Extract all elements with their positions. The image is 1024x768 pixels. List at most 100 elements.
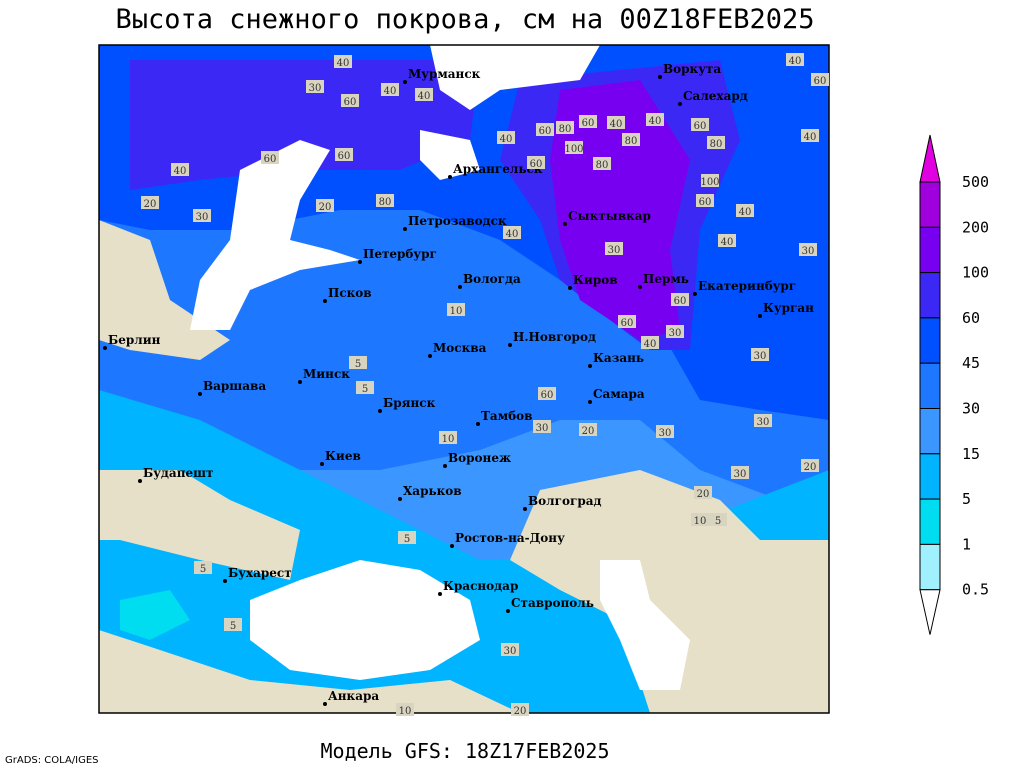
contour-label-bg xyxy=(671,293,689,306)
contour-label: 60 xyxy=(674,296,687,307)
model-footer: Модель GFS: 18Z17FEB2025 xyxy=(321,739,610,763)
colorbar-label: 500 xyxy=(962,173,989,191)
city-dot xyxy=(588,364,592,368)
city-dot xyxy=(403,227,407,231)
contour-label-bg xyxy=(811,73,829,86)
contour-label-bg xyxy=(556,121,574,134)
contour-label-bg xyxy=(801,459,819,472)
snow-zone xyxy=(550,80,690,340)
contour-label-bg xyxy=(349,356,367,369)
contour-label-bg xyxy=(605,242,623,255)
colorbar-label: 1 xyxy=(962,535,971,553)
contour-label-bg xyxy=(396,703,414,716)
contour-label-bg xyxy=(415,88,433,101)
city-dot xyxy=(223,579,227,583)
map xyxy=(99,45,829,713)
contour-label: 5 xyxy=(355,359,361,370)
contour-label: 20 xyxy=(319,202,332,213)
city-label: Берлин xyxy=(108,333,161,347)
contour-label-bg xyxy=(261,151,279,164)
colorbar: 500 200 100 60 45 30 15 5 1 0.5 xyxy=(919,134,989,635)
colorbar-label: 60 xyxy=(962,309,980,327)
city-label: Петербург xyxy=(363,247,437,261)
contour-label-bg xyxy=(622,133,640,146)
colorbar-label: 100 xyxy=(962,264,989,282)
contour-label: 60 xyxy=(582,118,595,129)
contour-label: 60 xyxy=(621,318,634,329)
city-dot xyxy=(758,314,762,318)
contour-label-bg xyxy=(341,94,359,107)
colorbar-cap xyxy=(919,589,941,635)
colorbar-segment xyxy=(919,498,941,545)
city-label: Пермь xyxy=(643,272,689,286)
city-dot xyxy=(438,592,442,596)
contour-label: 80 xyxy=(379,197,392,208)
contour-label: 5 xyxy=(404,534,410,545)
contour-label: 30 xyxy=(196,212,209,223)
city-label: Петрозаводск xyxy=(408,214,507,228)
city-label: Воронеж xyxy=(448,451,511,465)
contour-label: 60 xyxy=(694,121,707,132)
city-dot xyxy=(450,544,454,548)
contour-label-bg xyxy=(718,234,736,247)
contour-label-bg xyxy=(646,113,664,126)
contour-label-bg xyxy=(565,141,583,154)
city-dot xyxy=(403,80,407,84)
city-dot xyxy=(323,299,327,303)
colorbar-segment xyxy=(919,453,941,500)
map-frame xyxy=(98,44,830,714)
colorbar-segment xyxy=(919,317,941,364)
contour-label-bg xyxy=(316,199,334,212)
contour-label: 40 xyxy=(506,229,519,240)
contour-label-bg xyxy=(701,174,719,187)
contour-label: 40 xyxy=(644,339,657,350)
contour-label: 30 xyxy=(536,423,549,434)
contour-label: 30 xyxy=(669,328,682,339)
city-label: Воркута xyxy=(663,62,721,76)
city-dot xyxy=(428,354,432,358)
city-label: Ростов-на-Дону xyxy=(455,531,565,545)
city-label: Казань xyxy=(593,351,644,365)
colorbar-label: 0.5 xyxy=(962,581,989,599)
city-label: Бухарест xyxy=(228,566,292,580)
contour-label-bg xyxy=(141,196,159,209)
contour-label-bg xyxy=(439,431,457,444)
contour-label-bg xyxy=(641,336,659,349)
colorbar-segment xyxy=(919,543,941,591)
contour-label-bg xyxy=(511,703,529,716)
contour-label: 30 xyxy=(802,246,815,257)
contour-label: 10 xyxy=(442,434,455,445)
city-label: Вологда xyxy=(463,272,521,286)
city-dot xyxy=(458,285,462,289)
city-dot xyxy=(138,479,142,483)
contour-label: 10 xyxy=(399,706,412,717)
contour-label: 40 xyxy=(739,207,752,218)
contour-label: 80 xyxy=(625,136,638,147)
city-label: Сыктывкар xyxy=(568,209,651,223)
contour-label: 60 xyxy=(338,151,351,162)
city-dot xyxy=(320,462,324,466)
city-dot xyxy=(103,346,107,350)
contour-label-bg xyxy=(736,204,754,217)
contour-label-bg xyxy=(497,131,515,144)
colorbar-segment xyxy=(919,408,941,455)
city-label: Краснодар xyxy=(443,579,518,593)
contour-label: 40 xyxy=(337,58,350,69)
colorbar-label: 200 xyxy=(962,218,989,236)
colorbar-label: 15 xyxy=(962,445,980,463)
contour-label: 80 xyxy=(596,160,609,171)
contour-label: 60 xyxy=(814,76,827,87)
city-dot xyxy=(563,222,567,226)
contour-label-bg xyxy=(751,348,769,361)
contour-label: 20 xyxy=(804,462,817,473)
contour-label-bg xyxy=(503,226,521,239)
city-label: Варшава xyxy=(203,379,266,393)
contour-label: 100 xyxy=(564,144,583,155)
contour-label: 40 xyxy=(804,132,817,143)
city-label: Тамбов xyxy=(481,409,532,423)
city-dot xyxy=(198,392,202,396)
city-dot xyxy=(358,260,362,264)
colorbar-cap xyxy=(919,134,941,183)
contour-label: 40 xyxy=(789,56,802,67)
